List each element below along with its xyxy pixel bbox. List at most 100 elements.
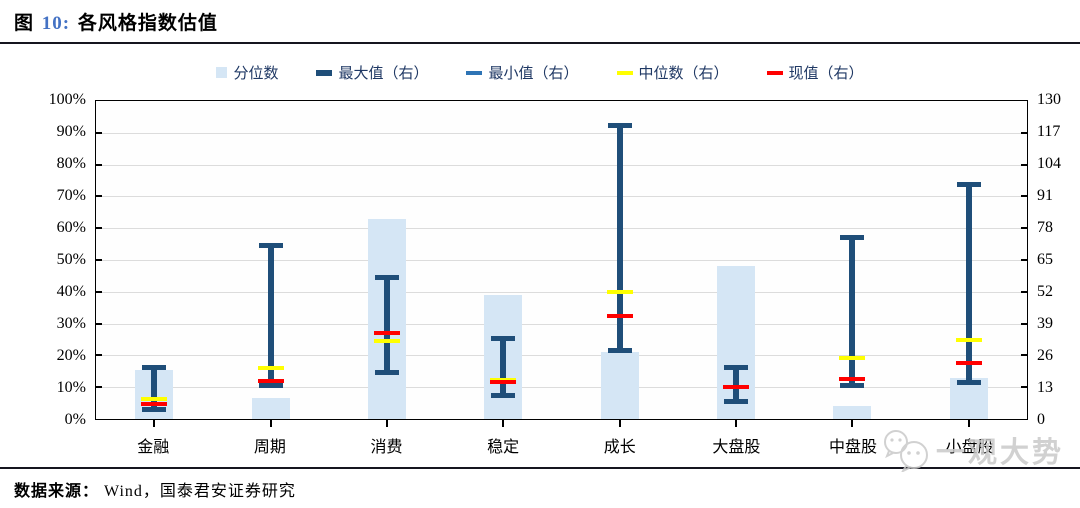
max-swatch-icon <box>316 69 333 76</box>
current-line <box>490 380 517 385</box>
percentile-bar <box>833 406 872 419</box>
x-axis-tick <box>735 420 738 427</box>
median-line <box>490 377 517 382</box>
left-axis-tick <box>96 195 102 198</box>
whisker-stem <box>616 125 623 351</box>
x-axis-label: 大盘股 <box>712 439 761 456</box>
legend-item-current: 现值（右） <box>766 62 864 83</box>
gridline <box>96 387 1027 389</box>
whisker-stem <box>267 245 274 386</box>
x-axis-tick <box>502 420 505 427</box>
right-axis-tick <box>1021 163 1027 166</box>
y-tick-label-left: 80% <box>56 155 86 172</box>
whisker-cap-max <box>956 181 981 187</box>
chart-legend: 分位数 最大值（右） 最小值（右） 中位数（右） 现值（右） <box>0 62 1080 83</box>
left-axis-tick <box>96 131 102 134</box>
right-axis-tick <box>1021 354 1027 357</box>
left-axis-tick <box>96 259 102 261</box>
watermark: 一观大势 <box>880 428 1080 472</box>
left-axis-tick <box>96 386 102 389</box>
current-line <box>257 379 284 384</box>
legend-item-percentile: 分位数 <box>216 62 278 83</box>
y-tick-label-right: 91 <box>1037 187 1053 204</box>
gridline <box>96 291 1027 293</box>
legend-label: 最大值（右） <box>338 66 429 82</box>
current-line <box>723 385 750 390</box>
gridline <box>96 196 1027 198</box>
y-tick-label-left: 90% <box>56 123 86 140</box>
whisker-stem <box>383 277 390 373</box>
title-divider <box>0 42 1080 44</box>
bottom-divider <box>0 467 1080 469</box>
y-axis-left: 100% 90% 80% 70% 60% 50% 40% 30% 20% 10% 0% <box>0 91 86 428</box>
y-tick-label-left: 100% <box>48 91 86 108</box>
percentile-swatch-icon <box>216 67 228 78</box>
watermark-text: 一观大势 <box>936 437 1065 469</box>
x-axis-tick <box>851 420 854 427</box>
y-tick-label-right: 26 <box>1037 347 1053 364</box>
left-axis-tick <box>96 163 102 166</box>
y-tick-label-left: 30% <box>56 315 86 332</box>
legend-label: 现值（右） <box>788 66 864 82</box>
whisker-cap-min <box>607 348 632 353</box>
whisker-cap-max <box>258 242 283 248</box>
y-tick-label-right: 39 <box>1037 315 1053 332</box>
right-axis-tick <box>1021 195 1027 198</box>
x-axis-label: 稳定 <box>487 439 520 456</box>
y-tick-label-left: 10% <box>56 379 86 396</box>
y-tick-label-left: 50% <box>56 251 86 268</box>
whisker-cap-min <box>374 370 399 376</box>
current-line <box>839 376 866 381</box>
x-axis-label: 小盘股 <box>945 439 994 456</box>
whisker-cap-min <box>142 406 167 412</box>
legend-item-median: 中位数（右） <box>616 62 729 83</box>
current-swatch-icon <box>766 70 783 75</box>
legend-label: 最小值（右） <box>488 66 579 82</box>
current-line <box>955 360 982 365</box>
figure-title-text: 各风格指数估值 <box>77 13 218 34</box>
right-axis-tick <box>1021 322 1027 325</box>
whisker-cap-min <box>491 393 516 399</box>
source-prefix: 数据来源： <box>14 483 100 500</box>
source-text: Wind，国泰君安证券研究 <box>104 483 296 500</box>
x-axis-tick <box>153 420 156 427</box>
median-line <box>257 365 284 370</box>
y-tick-label-right: 78 <box>1037 219 1053 236</box>
whisker-cap-min <box>724 399 749 405</box>
y-tick-label-left: 0% <box>64 411 86 428</box>
x-axis-tick <box>618 420 621 427</box>
whisker-cap-max <box>607 122 632 128</box>
plot-area <box>95 100 1028 427</box>
whisker-cap-min <box>956 379 981 385</box>
figure-title: 图 10: 各风格指数估值 <box>14 8 218 35</box>
y-tick-label-right: 65 <box>1037 251 1053 268</box>
y-axis-right: 130 117 104 91 78 65 52 39 26 13 0 <box>1037 91 1080 428</box>
whisker-stem <box>151 367 158 410</box>
percentile-bar <box>251 398 290 419</box>
legend-item-min: 最小值（右） <box>466 62 579 83</box>
whisker-stem <box>733 367 740 402</box>
y-tick-label-right: 52 <box>1037 283 1053 300</box>
source-line: 数据来源： Wind，国泰君安证券研究 <box>14 477 296 501</box>
whisker-cap-max <box>491 335 516 341</box>
gridline <box>96 132 1027 134</box>
x-axis-label: 成长 <box>603 439 636 456</box>
y-tick-label-left: 60% <box>56 219 86 236</box>
min-swatch-icon <box>466 70 483 75</box>
legend-label: 中位数（右） <box>638 66 729 82</box>
y-tick-label-right: 104 <box>1037 155 1061 172</box>
x-axis-label: 金融 <box>137 439 170 456</box>
gridline <box>96 164 1027 166</box>
whisker-cap-min <box>840 383 865 389</box>
right-axis-tick <box>1021 290 1027 293</box>
current-line <box>606 314 633 319</box>
left-axis-tick <box>96 290 102 293</box>
y-tick-label-right: 117 <box>1037 123 1061 140</box>
figure-number: 10: <box>41 13 71 34</box>
current-line <box>141 402 168 407</box>
x-axis-label: 消费 <box>370 439 403 456</box>
whisker-cap-max <box>840 235 865 241</box>
y-tick-label-left: 20% <box>56 347 86 364</box>
median-line <box>839 355 866 360</box>
